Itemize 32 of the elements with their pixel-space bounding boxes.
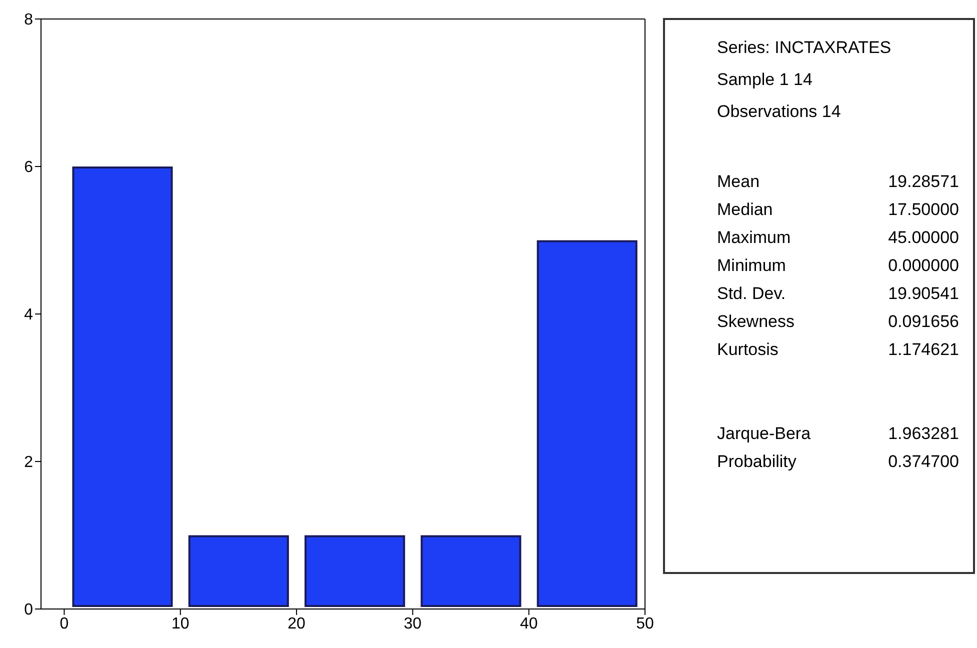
text: Series: INCTAXRATES (717, 38, 892, 59)
x-tick-label: 0 (60, 615, 69, 632)
y-tick-label: 6 (24, 159, 34, 176)
y-tick-label: 0 (24, 602, 34, 619)
text: 45.00000 (888, 228, 959, 249)
text: Maximum (717, 228, 791, 249)
text: Kurtosis (717, 340, 778, 361)
text: 19.90541 (888, 284, 959, 305)
text: 0.374700 (888, 452, 959, 473)
text: 0.000000 (888, 256, 959, 277)
text: Sample 1 14 (717, 70, 814, 91)
x-tick-label: 20 (288, 615, 306, 632)
y-tick-label: 2 (24, 454, 34, 472)
x-tick-label: 50 (636, 615, 654, 632)
y-tick-label: 4 (24, 306, 34, 324)
text: Median (717, 200, 773, 221)
text: 0.091656 (888, 312, 959, 333)
text: Skewness (717, 312, 794, 333)
text: 19.28571 (888, 172, 959, 193)
text: 1.174621 (888, 340, 959, 361)
text: Jarque-Bera (717, 424, 811, 445)
text: Std. Dev. (717, 284, 786, 305)
text: Mean (717, 172, 760, 193)
text: Observations 14 (717, 102, 842, 123)
y-tick-label: 8 (24, 12, 34, 29)
text: Probability (717, 452, 796, 473)
text: 1.963281 (888, 424, 959, 445)
x-tick-label: 10 (171, 615, 190, 632)
x-tick-label: 40 (520, 615, 538, 632)
x-tick-label: 30 (404, 615, 422, 632)
text: Minimum (717, 256, 786, 277)
text: 17.50000 (888, 200, 959, 221)
